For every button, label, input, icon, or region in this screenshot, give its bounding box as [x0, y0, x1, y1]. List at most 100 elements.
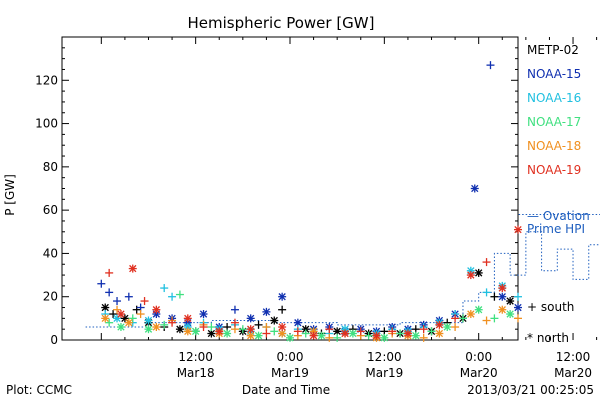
north-point-metp-02 [175, 325, 184, 334]
north-point-noaa-19 [341, 329, 350, 338]
south-point-noaa-16 [482, 288, 491, 297]
south-point-noaa-19 [356, 327, 365, 336]
south-point-noaa-19 [388, 327, 397, 336]
south-point-noaa-17 [175, 290, 184, 299]
south-point-metp-02 [109, 310, 118, 319]
south-point-noaa-18 [419, 333, 428, 342]
south-point-noaa-18 [136, 310, 145, 319]
south-point-noaa-17 [301, 329, 310, 338]
south-point-noaa-15 [230, 305, 239, 314]
legend-entry-noaa-15: NOAA-15 [527, 67, 581, 81]
y-axis-ticks: 0 20 40 60 80 100 120 [35, 36, 518, 347]
north-point-noaa-17 [144, 325, 153, 334]
north-point-noaa-19 [278, 323, 287, 332]
south-point-noaa-18 [451, 323, 460, 332]
south-point-metp-02 [278, 305, 287, 314]
x-tick-label-time: 0:00 [277, 350, 304, 364]
north-point-metp-02 [474, 268, 483, 277]
south-point-noaa-19 [140, 297, 149, 306]
north-point-noaa-19 [152, 305, 161, 314]
north-point-noaa-17 [506, 310, 515, 319]
north-point-noaa-19 [435, 320, 444, 329]
south-point-metp-02 [490, 292, 499, 301]
north-point-noaa-19 [128, 264, 137, 273]
north-point-noaa-17 [474, 305, 483, 314]
x-tick-label-date: Mar20 [554, 366, 592, 380]
y-tick-label: 120 [35, 73, 58, 87]
north-point-noaa-17 [411, 331, 420, 340]
y-tick-label: 0 [50, 333, 58, 347]
north-point-noaa-17 [116, 323, 125, 332]
y-tick-label: 100 [35, 117, 58, 131]
x-tick-label-date: Mar20 [460, 366, 498, 380]
south-point-noaa-19 [199, 323, 208, 332]
north-point-metp-02 [270, 316, 279, 325]
north-point-noaa-15 [514, 303, 522, 312]
south-point-noaa-17 [238, 325, 247, 334]
south-point-noaa-17 [128, 314, 137, 323]
north-point-noaa-15 [199, 310, 208, 319]
legend-entry-noaa-18: NOAA-18 [527, 139, 581, 153]
north-point-noaa-19 [514, 225, 522, 234]
south-point-noaa-19 [168, 318, 177, 327]
data-points [97, 61, 522, 342]
south-point-noaa-17 [105, 318, 114, 327]
legend-north-marker: * north [527, 331, 569, 345]
x-tick-label-time: 12:00 [556, 350, 591, 364]
south-point-noaa-19 [451, 314, 460, 323]
north-point-noaa-19 [246, 325, 255, 334]
south-point-noaa-17 [364, 331, 373, 340]
plot-timestamp: 2013/03/21 00:25:05 [467, 383, 594, 397]
north-point-noaa-17 [254, 331, 263, 340]
south-point-noaa-19 [105, 268, 114, 277]
south-point-noaa-19 [230, 318, 239, 327]
north-point-noaa-19 [116, 310, 125, 319]
south-point-noaa-18 [514, 314, 522, 323]
y-tick-label: 80 [43, 160, 58, 174]
north-point-noaa-18 [124, 318, 133, 327]
north-point-noaa-17 [223, 329, 232, 338]
north-point-noaa-17 [443, 323, 452, 332]
south-point-noaa-17 [396, 329, 405, 338]
south-point-noaa-18 [325, 333, 334, 342]
south-point-noaa-17 [160, 320, 169, 329]
legend-entry-metp-02: METP-02 [527, 43, 579, 57]
ovation-step-line [85, 213, 600, 328]
south-point-noaa-17 [458, 314, 467, 323]
y-tick-label: 40 [43, 246, 58, 260]
y-tick-label: 60 [43, 203, 58, 217]
legend-entry-noaa-16: NOAA-16 [527, 91, 581, 105]
y-axis-label: P [GW] [3, 174, 17, 216]
south-point-noaa-16 [168, 292, 177, 301]
south-point-noaa-16 [160, 284, 169, 293]
legend-entry-noaa-17: NOAA-17 [527, 115, 581, 129]
south-point-noaa-18 [113, 305, 122, 314]
north-point-noaa-19 [372, 331, 381, 340]
north-point-noaa-18 [101, 314, 110, 323]
x-tick-label-time: 12:00 [178, 350, 213, 364]
north-point-noaa-15 [278, 292, 287, 301]
legend-south-marker: + south [527, 300, 574, 314]
plot-border [61, 36, 519, 341]
north-point-noaa-18 [183, 327, 192, 336]
south-point-noaa-19 [293, 327, 302, 336]
north-point-noaa-17 [317, 331, 326, 340]
y-tick-label: 20 [43, 290, 58, 304]
south-point-noaa-15 [486, 61, 495, 70]
north-point-noaa-15 [498, 292, 507, 301]
south-point-noaa-17 [207, 323, 216, 332]
plot-area [61, 36, 519, 341]
south-point-noaa-18 [482, 316, 491, 325]
south-point-noaa-15 [124, 292, 133, 301]
north-point-noaa-19 [183, 314, 192, 323]
north-point-noaa-18 [152, 323, 161, 332]
south-point-metp-02 [254, 320, 263, 329]
plot-credit: Plot: CCMC [6, 383, 72, 397]
north-point-noaa-18 [498, 305, 507, 314]
legend-ovation-line1: — Ovation [527, 209, 590, 223]
x-tick-label-time: 12:00 [367, 350, 402, 364]
south-point-noaa-17 [490, 314, 499, 323]
north-point-noaa-19 [215, 327, 224, 336]
north-point-noaa-18 [435, 329, 444, 338]
